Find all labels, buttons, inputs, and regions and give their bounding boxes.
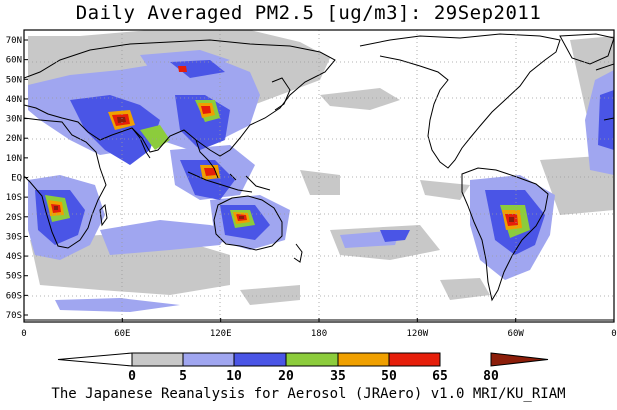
lat-label: 70S bbox=[6, 311, 22, 321]
coast-greenland bbox=[559, 33, 614, 65]
lat-label: 10N bbox=[6, 154, 22, 164]
lon-label: 0 bbox=[611, 329, 616, 339]
lat-label: 40N bbox=[6, 95, 22, 105]
legend-bin-7 bbox=[490, 352, 549, 367]
lon-label: 60W bbox=[508, 329, 525, 339]
coast-africa bbox=[24, 117, 107, 249]
lat-label: 40S bbox=[6, 252, 22, 262]
map-title: Daily Averaged PM2.5 [ug/m3]: 29Sep2011 bbox=[75, 2, 542, 24]
concentration-field bbox=[24, 30, 614, 322]
legend-bin-4 bbox=[285, 352, 339, 367]
legend-bin-2 bbox=[182, 352, 235, 367]
legend-label: 10 bbox=[226, 369, 242, 384]
lon-label: 180 bbox=[311, 329, 327, 339]
coast-australia bbox=[213, 195, 283, 251]
latitude-axis: 70N 60N 50N 40N 30N 20N 10N EQ 10S 20S 30S 40S 50S 60… bbox=[6, 36, 28, 321]
lon-label: 0 bbox=[21, 329, 26, 339]
legend-label: 0 bbox=[128, 369, 136, 384]
level-80-plus-areas bbox=[54, 117, 514, 222]
coast-south-america bbox=[461, 167, 549, 302]
coast-madagascar bbox=[99, 203, 108, 227]
lat-label: 20N bbox=[6, 134, 22, 144]
coast-se-asia bbox=[195, 139, 219, 179]
lon-label: 60E bbox=[114, 329, 130, 339]
graticule bbox=[24, 30, 614, 322]
legend-label: 35 bbox=[330, 369, 346, 384]
coast-europe-west bbox=[595, 63, 614, 121]
color-legend: 0 5 10 20 35 50 65 80 bbox=[57, 352, 549, 384]
legend-label: 20 bbox=[278, 369, 294, 384]
lat-label: 70N bbox=[6, 36, 22, 46]
lat-label: 20S bbox=[6, 213, 22, 223]
legend-label: 65 bbox=[432, 369, 448, 384]
lat-label: 60S bbox=[6, 291, 22, 301]
legend-label: 50 bbox=[381, 369, 397, 384]
legend-bin-3 bbox=[233, 352, 287, 367]
coast-japan bbox=[271, 77, 291, 111]
coast-india bbox=[131, 127, 151, 159]
legend-label: 80 bbox=[483, 369, 499, 384]
legend-bin-1 bbox=[131, 352, 184, 367]
lon-label: 120W bbox=[406, 329, 428, 339]
coast-europe-asia bbox=[24, 39, 336, 157]
legend-bin-0 bbox=[57, 352, 133, 367]
longitude-axis: 0 60E 120E 180 120W 60W 0 bbox=[21, 318, 617, 339]
lat-label: 30N bbox=[6, 115, 22, 125]
lat-label: 30S bbox=[6, 232, 22, 242]
lon-label: 120E bbox=[210, 329, 232, 339]
lat-label: 10S bbox=[6, 193, 22, 203]
lat-label: 50S bbox=[6, 272, 22, 282]
coast-north-america bbox=[359, 33, 561, 169]
lat-label: EQ bbox=[11, 174, 22, 184]
legend-bin-6 bbox=[388, 352, 441, 367]
coast-new-zealand bbox=[293, 243, 303, 263]
lat-label: 50N bbox=[6, 75, 22, 85]
lat-label: 60N bbox=[6, 56, 22, 66]
legend-bin-5 bbox=[337, 352, 390, 367]
footer-credit: The Japanese Reanalysis for Aerosol (JRA… bbox=[51, 386, 566, 402]
legend-label: 5 bbox=[179, 369, 187, 384]
